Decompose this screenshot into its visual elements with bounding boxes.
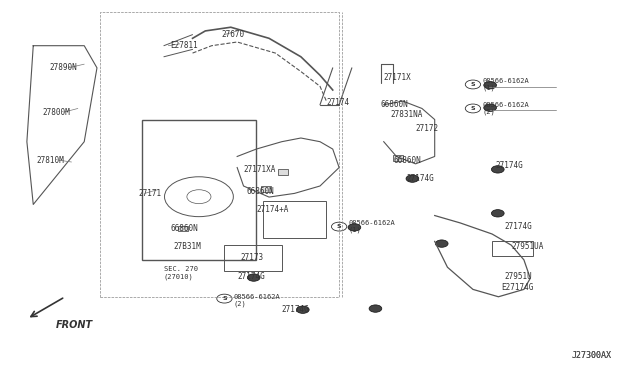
- Text: 66860N: 66860N: [381, 100, 408, 109]
- Circle shape: [492, 210, 504, 217]
- Text: 66860N: 66860N: [170, 224, 198, 233]
- Text: 27951UA: 27951UA: [511, 243, 543, 251]
- Text: E27811: E27811: [170, 41, 198, 50]
- Text: 27173: 27173: [241, 253, 264, 263]
- Circle shape: [484, 81, 497, 89]
- Text: 27171X: 27171X: [384, 73, 412, 81]
- Bar: [492, 241, 534, 256]
- Bar: [225, 245, 282, 271]
- Circle shape: [406, 175, 419, 182]
- Text: 27174+A: 27174+A: [256, 205, 289, 215]
- Text: 27951U: 27951U: [505, 272, 532, 281]
- Text: S: S: [337, 224, 341, 229]
- Text: 27810M: 27810M: [36, 155, 64, 165]
- Circle shape: [296, 306, 309, 313]
- Text: 08566-6162A
(1): 08566-6162A (1): [349, 220, 396, 233]
- Text: 66860N: 66860N: [394, 155, 421, 165]
- Text: 27174G: 27174G: [406, 174, 434, 183]
- Text: 27174G: 27174G: [282, 305, 310, 314]
- Text: 27174G: 27174G: [505, 222, 532, 231]
- Text: S: S: [470, 82, 476, 87]
- Text: 08566-6162A
(2): 08566-6162A (2): [483, 102, 529, 115]
- Text: 27890N: 27890N: [49, 63, 77, 72]
- Bar: [278, 169, 288, 175]
- Text: SEC. 270
(27010): SEC. 270 (27010): [164, 266, 198, 279]
- Circle shape: [492, 166, 504, 173]
- Text: 27172: 27172: [415, 124, 438, 133]
- Text: 08566-6162A
(1): 08566-6162A (1): [483, 78, 529, 91]
- Text: E27174G: E27174G: [502, 283, 534, 292]
- Text: 27670: 27670: [221, 30, 244, 39]
- Text: 66860N: 66860N: [246, 187, 275, 196]
- Circle shape: [435, 240, 448, 247]
- Text: 08566-6162A
(2): 08566-6162A (2): [234, 294, 281, 307]
- Text: S: S: [222, 296, 227, 301]
- Circle shape: [348, 224, 361, 231]
- Bar: [178, 225, 188, 231]
- Text: 27171: 27171: [138, 189, 161, 198]
- Text: 27B31M: 27B31M: [173, 243, 201, 251]
- Text: S: S: [470, 106, 476, 111]
- Text: 27174G: 27174G: [495, 161, 523, 170]
- Bar: [393, 155, 403, 161]
- Circle shape: [369, 305, 382, 312]
- Circle shape: [484, 104, 497, 112]
- Text: 27174G: 27174G: [237, 272, 265, 281]
- Text: 27800M: 27800M: [43, 108, 70, 117]
- Text: FRONT: FRONT: [56, 320, 93, 330]
- Circle shape: [247, 274, 260, 281]
- Bar: [260, 186, 271, 192]
- Text: J27300AX: J27300AX: [572, 351, 612, 360]
- Text: 27171XA: 27171XA: [244, 165, 276, 174]
- Bar: [262, 201, 326, 238]
- Text: 27174: 27174: [326, 99, 349, 108]
- Bar: [141, 119, 256, 260]
- Text: J27300AX: J27300AX: [572, 351, 612, 360]
- Text: 27831NA: 27831NA: [390, 109, 422, 119]
